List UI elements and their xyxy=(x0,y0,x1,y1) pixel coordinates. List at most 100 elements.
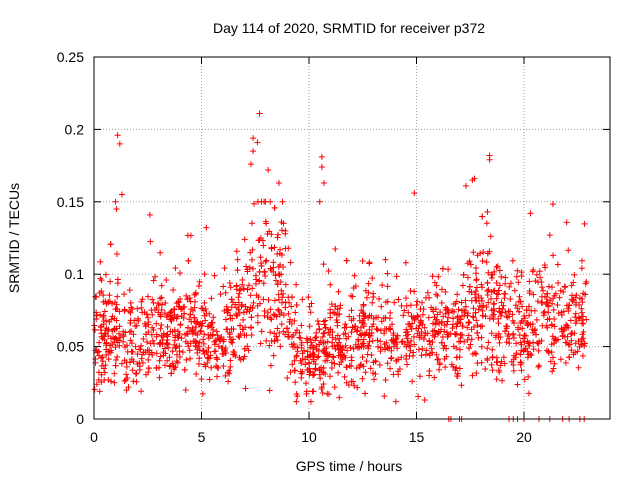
data-point xyxy=(267,265,274,272)
data-point xyxy=(518,272,525,279)
data-point xyxy=(356,363,363,370)
data-point xyxy=(411,341,418,348)
data-point xyxy=(434,311,441,318)
data-point xyxy=(538,293,545,300)
data-point xyxy=(435,273,442,280)
data-point xyxy=(121,307,128,314)
data-point xyxy=(526,278,533,285)
data-point xyxy=(414,298,421,305)
data-point xyxy=(421,397,428,404)
data-point xyxy=(441,322,448,329)
data-point xyxy=(496,305,503,312)
data-point xyxy=(462,303,469,310)
data-point xyxy=(548,349,555,356)
data-point xyxy=(474,322,481,329)
data-point xyxy=(288,303,295,310)
data-point xyxy=(510,361,517,368)
data-point xyxy=(445,309,452,316)
data-point xyxy=(332,245,339,252)
data-point xyxy=(559,328,566,335)
data-point xyxy=(413,302,420,309)
data-point xyxy=(132,322,139,329)
data-point xyxy=(343,364,350,371)
data-point xyxy=(325,352,332,359)
data-point xyxy=(282,299,289,306)
data-point xyxy=(174,359,181,366)
data-point xyxy=(293,352,300,359)
data-point xyxy=(403,332,410,339)
data-point xyxy=(173,358,180,365)
data-point xyxy=(237,286,244,293)
data-point xyxy=(148,349,155,356)
data-point xyxy=(374,343,381,350)
data-point xyxy=(575,338,582,345)
data-point xyxy=(102,362,109,369)
data-point xyxy=(485,286,492,293)
data-point xyxy=(303,388,310,395)
data-point xyxy=(298,374,305,381)
data-point xyxy=(237,322,244,329)
y-tick-label: 0.15 xyxy=(57,194,84,210)
data-point xyxy=(537,274,544,281)
data-point xyxy=(267,329,274,336)
data-point xyxy=(581,343,588,350)
data-point xyxy=(302,356,309,363)
data-point xyxy=(519,303,526,310)
data-point xyxy=(254,319,261,326)
data-point xyxy=(474,329,481,336)
data-point xyxy=(509,257,516,264)
data-point xyxy=(307,398,314,405)
data-point xyxy=(416,373,423,380)
data-point xyxy=(195,282,202,289)
data-point xyxy=(163,313,170,320)
data-point xyxy=(490,311,497,318)
data-point xyxy=(525,390,532,397)
data-point xyxy=(310,345,317,352)
data-point xyxy=(271,330,278,337)
data-point xyxy=(529,326,536,333)
data-point xyxy=(578,309,585,316)
data-point-outlier xyxy=(112,198,119,205)
data-point xyxy=(158,294,165,301)
data-point xyxy=(333,311,340,318)
data-point xyxy=(454,370,461,377)
data-point xyxy=(156,374,163,381)
data-point xyxy=(200,336,207,343)
data-point xyxy=(350,345,357,352)
data-point xyxy=(191,314,198,321)
data-point xyxy=(324,351,331,358)
data-point xyxy=(479,297,486,304)
data-point xyxy=(185,257,192,264)
data-point xyxy=(282,230,289,237)
data-point xyxy=(403,356,410,363)
data-point xyxy=(480,249,487,256)
data-point xyxy=(228,296,235,303)
data-point xyxy=(111,370,118,377)
data-point xyxy=(533,316,540,323)
data-point xyxy=(580,329,587,336)
data-point xyxy=(168,308,175,315)
data-point xyxy=(303,335,310,342)
data-point xyxy=(444,318,451,325)
data-point xyxy=(341,373,348,380)
data-point xyxy=(540,312,547,319)
data-point xyxy=(488,274,495,281)
data-point xyxy=(458,382,465,389)
data-point xyxy=(404,339,411,346)
data-point xyxy=(554,302,561,309)
data-point xyxy=(450,300,457,307)
data-point xyxy=(377,327,384,334)
data-point xyxy=(404,335,411,342)
data-point xyxy=(400,312,407,319)
data-point xyxy=(110,334,117,341)
data-point xyxy=(545,303,552,310)
data-point xyxy=(105,326,112,333)
data-point xyxy=(264,309,271,316)
data-point xyxy=(307,336,314,343)
data-point xyxy=(365,280,372,287)
data-point xyxy=(291,317,298,324)
data-point xyxy=(153,364,160,371)
data-point xyxy=(498,299,505,306)
data-point xyxy=(381,393,388,400)
data-point xyxy=(234,267,241,274)
